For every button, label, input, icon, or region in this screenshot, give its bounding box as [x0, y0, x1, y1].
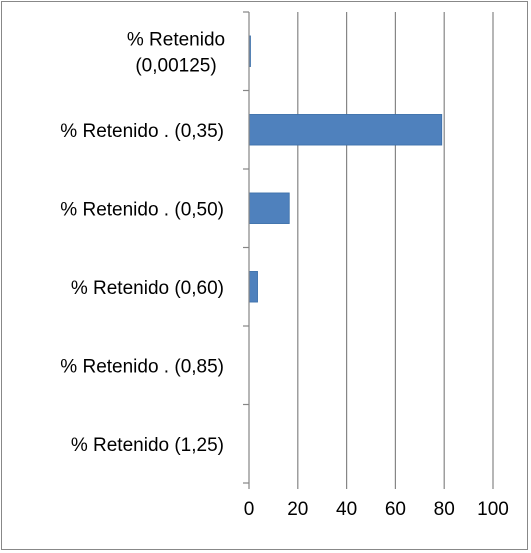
x-tick-label-20: 20 — [287, 499, 308, 520]
x-tick-labels: 0 20 40 60 80 100 — [244, 499, 509, 520]
x-tick-label-80: 80 — [434, 499, 455, 520]
bar-3 — [248, 271, 258, 303]
category-label-3: % Retenido (0,60) — [71, 278, 224, 299]
gridlines — [297, 12, 494, 483]
bar-2 — [248, 192, 290, 224]
category-label-1: % Retenido . (0,35) — [60, 121, 224, 142]
category-label-0-line-1: (0,00125) — [135, 55, 216, 76]
category-label-2: % Retenido . (0,50) — [60, 199, 224, 220]
category-labels: % Retenido (0,00125) % Retenido . (0,35) % … — [60, 29, 225, 456]
category-label-4: % Retenido . (0,85) — [60, 356, 224, 377]
bars — [248, 35, 443, 303]
x-tick-label-0: 0 — [244, 499, 255, 520]
category-label-5: % Retenido (1,25) — [71, 435, 224, 456]
bar-1 — [248, 114, 443, 146]
axes — [243, 11, 494, 489]
x-tick-label-40: 40 — [336, 499, 357, 520]
category-label-0-line-0: % Retenido — [127, 29, 225, 50]
x-tick-label-60: 60 — [385, 499, 406, 520]
x-tick-label-100: 100 — [477, 499, 509, 520]
